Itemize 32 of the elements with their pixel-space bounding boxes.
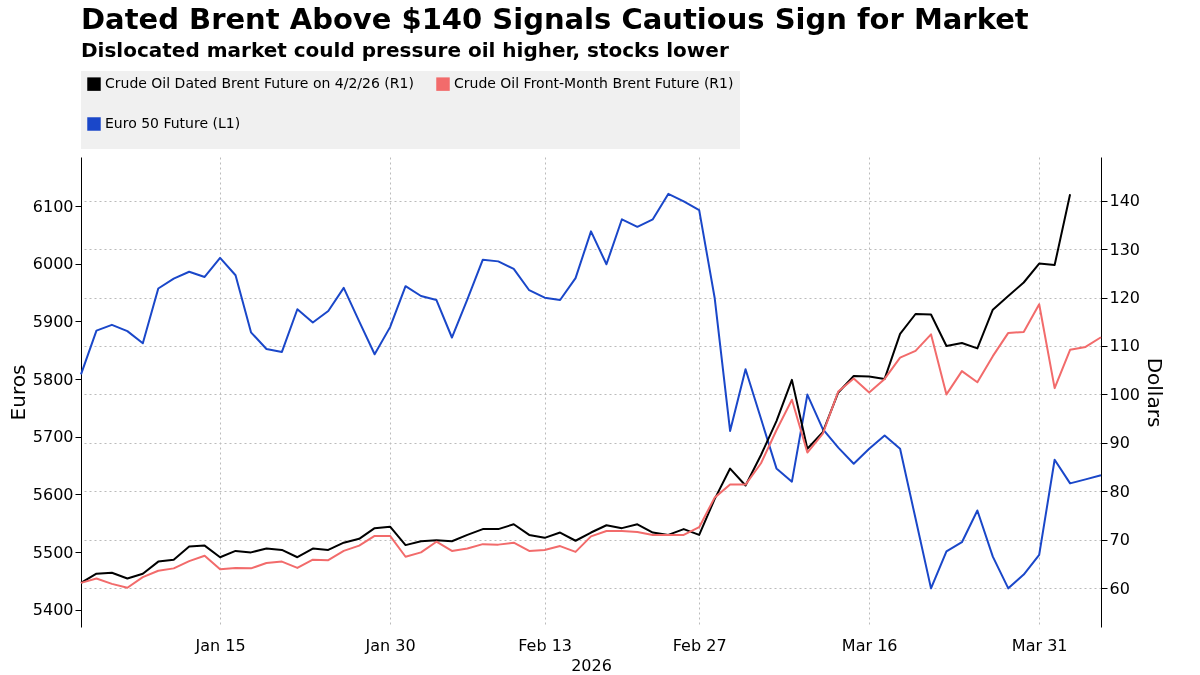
x-tick-label: Mar 31: [1011, 635, 1068, 655]
legend-label: Crude Oil Dated Brent Future on 4/2/26 (R1): [105, 75, 414, 92]
legend-label: Crude Oil Front-Month Brent Future (R1): [454, 75, 734, 92]
y-tick-label: 5900: [32, 311, 74, 331]
y-tick-label: 6000: [32, 254, 74, 274]
y-tick-label: 5600: [32, 484, 74, 504]
y2-tick-label: 70: [1109, 530, 1130, 550]
line-series: [80, 303, 1102, 589]
y2-tick-label: 110: [1109, 336, 1141, 356]
x-tick-label: Feb 27: [672, 635, 727, 655]
y2-tick-label: 80: [1109, 481, 1130, 501]
y-tick-label: 5800: [32, 369, 74, 389]
y-tick-label: 5700: [32, 427, 74, 447]
chart-subtitle: Dislocated market could pressure oil higher, stocks lower: [81, 38, 729, 62]
x-tick-label: Mar 16: [841, 635, 898, 655]
y-axis-title: Euros: [5, 364, 30, 421]
x-tick-label: Feb 13: [518, 635, 573, 655]
legend-label: Euro 50 Future (L1): [105, 115, 241, 131]
x-tick-label: Jan 30: [364, 635, 416, 655]
y-tick-label: 6100: [32, 196, 74, 216]
x-axis-title: 2026: [571, 655, 612, 675]
y2-tick-label: 120: [1109, 288, 1141, 308]
y2-axis-title: Dollars: [1143, 357, 1168, 428]
y2-tick-label: 140: [1109, 191, 1141, 211]
y-tick-label: 5400: [32, 600, 74, 620]
y2-tick-label: 100: [1109, 384, 1141, 404]
y2-tick-label: 130: [1109, 239, 1141, 259]
chart-title: Dated Brent Above $140 Signals Cautious Sign for Market: [81, 2, 1029, 36]
y2-tick-label: 60: [1109, 578, 1130, 598]
x-tick-label: Jan 15: [194, 635, 246, 655]
y-tick-label: 5500: [32, 542, 74, 562]
y2-tick-label: 90: [1109, 433, 1130, 453]
